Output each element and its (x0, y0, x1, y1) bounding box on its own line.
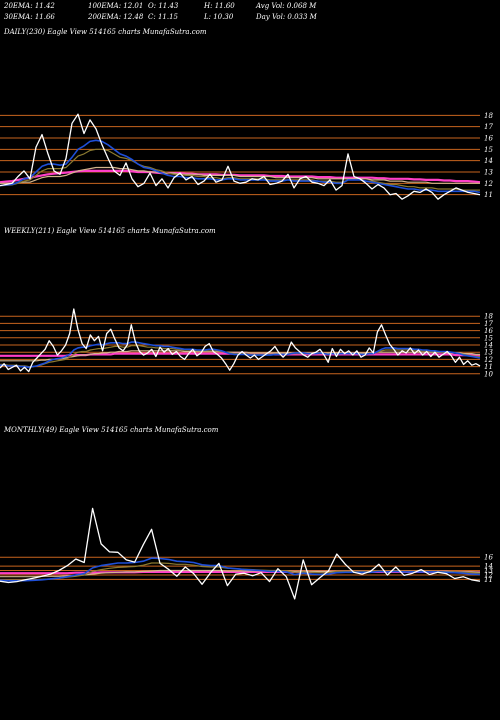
daily-y-tick: 13 (484, 169, 493, 177)
daily-ema20-line (0, 139, 481, 194)
weekly-y-tick: 18 (484, 313, 493, 321)
monthly-y-tick: 14 (484, 563, 493, 571)
daily-y-tick: 15 (484, 146, 493, 154)
daily-price-line (0, 113, 481, 200)
weekly-y-tick: 16 (484, 327, 493, 335)
stat-open: O: 11.43 (148, 2, 179, 10)
weekly-y-tick: 11 (484, 363, 493, 371)
daily-y-tick: 16 (484, 135, 493, 143)
stat-close: C: 11.15 (148, 13, 178, 21)
stat-day-vol: Day Vol: 0.033 M (256, 13, 317, 21)
monthly-y-tick: 16 (484, 554, 493, 562)
daily-y-tick: 18 (484, 112, 493, 120)
monthly-price-line (0, 507, 481, 600)
daily-y-tick: 11 (484, 191, 493, 199)
weekly-ema20-line (0, 341, 481, 369)
weekly-y-tick: 13 (484, 349, 493, 357)
weekly-y-tick: 12 (484, 356, 493, 364)
monthly-y-tick: 11 (484, 576, 493, 584)
stat-200ema: 200EMA: 12.48 (88, 13, 144, 21)
stat-high: H: 11.60 (204, 2, 235, 10)
daily-y-tick: 12 (484, 180, 493, 188)
stat-20ema: 20EMA: 11.42 (4, 2, 55, 10)
stat-avg-vol: Avg Vol: 0.068 M (256, 2, 317, 10)
weekly-y-tick: 14 (484, 342, 493, 350)
weekly-y-tick: 15 (484, 334, 493, 342)
weekly-y-tick: 17 (484, 320, 493, 328)
daily-y-tick: 17 (484, 123, 493, 131)
daily-ema200-line (0, 169, 481, 184)
daily-y-tick: 14 (484, 157, 493, 165)
weekly-panel-label: WEEKLY(211) Eagle View 514165 charts Mun… (4, 227, 216, 235)
stat-100ema: 100EMA: 12.01 (88, 2, 144, 10)
stat-low: L: 10.30 (204, 13, 234, 21)
monthly-y-tick: 13 (484, 567, 493, 575)
stat-30ema: 30EMA: 11.66 (4, 13, 55, 21)
weekly-y-tick: 10 (484, 370, 493, 378)
monthly-y-tick: 12 (484, 571, 493, 579)
daily-ema100-line (0, 166, 480, 184)
weekly-price-line (0, 308, 481, 373)
daily-panel-label: DAILY(230) Eagle View 514165 charts Muna… (4, 28, 207, 36)
daily-chart: 11 12 13 14 15 16 17 18 (0, 112, 493, 200)
daily-ema30-line (0, 148, 480, 191)
monthly-panel-label: MONTHLY(49) Eagle View 514165 charts Mun… (4, 426, 219, 434)
